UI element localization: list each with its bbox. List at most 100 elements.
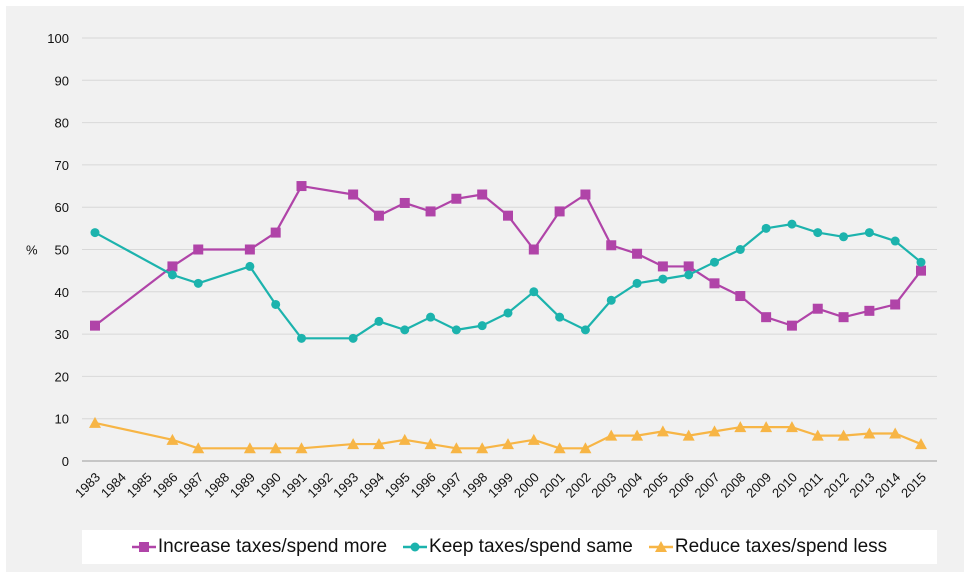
data-point-s0-1997	[451, 193, 462, 204]
data-point-s2-2009	[760, 421, 773, 433]
y-tick-label-10: 10	[55, 412, 69, 427]
x-tick-label-2003: 2003	[588, 470, 619, 501]
data-point-s1-2003	[606, 295, 616, 305]
data-point-s1-1986	[167, 270, 177, 280]
x-tick-label-1999: 1999	[485, 470, 516, 501]
data-point-s2-1997	[450, 442, 463, 454]
data-point-s0-2011	[812, 303, 823, 314]
x-tick-label-1985: 1985	[124, 470, 155, 501]
data-point-s1-2001	[555, 312, 565, 322]
x-tick-label-1987: 1987	[175, 470, 206, 501]
data-point-s0-1989	[244, 244, 255, 255]
x-tick-label-2013: 2013	[846, 470, 877, 501]
legend-label-increase: Increase taxes/spend more	[157, 536, 388, 557]
data-point-s0-1986	[167, 261, 178, 272]
data-point-s2-1998	[476, 442, 489, 454]
y-tick-label-80: 80	[55, 116, 69, 131]
y-tick-label-0: 0	[62, 454, 69, 469]
data-point-s1-1987	[193, 278, 203, 288]
data-point-s1-2013	[864, 228, 874, 238]
data-point-s2-1996	[424, 438, 437, 450]
y-tick-label-90: 90	[55, 73, 69, 88]
data-point-s2-1999	[502, 438, 514, 450]
x-tick-label-2000: 2000	[511, 470, 542, 501]
data-point-s2-1983	[89, 416, 101, 428]
data-point-s1-2011	[813, 228, 823, 238]
x-tick-label-2009: 2009	[743, 470, 774, 501]
x-tick-label-1995: 1995	[382, 470, 413, 501]
data-point-s0-2013	[864, 305, 875, 316]
y-tick-label-60: 60	[55, 200, 69, 215]
data-point-s1-2005	[658, 274, 668, 284]
data-point-s1-2007	[710, 257, 719, 267]
legend-marker-reduce-icon	[648, 541, 673, 552]
data-point-s2-2014	[889, 427, 902, 439]
y-axis-label: %	[26, 243, 38, 258]
x-tick-label-2006: 2006	[666, 470, 697, 501]
chart-card	[6, 6, 964, 572]
data-point-s1-1990	[271, 299, 281, 309]
legend-marker-keep-icon	[403, 542, 428, 552]
data-point-s1-1997	[451, 325, 461, 335]
data-point-s1-2009	[761, 223, 771, 233]
data-point-s1-2014	[890, 236, 900, 246]
data-point-s1-1983	[90, 228, 100, 238]
data-point-s2-2000	[527, 433, 540, 445]
data-point-s2-2008	[734, 421, 747, 433]
data-point-s0-1993	[348, 189, 359, 200]
data-point-s0-2002	[580, 189, 591, 200]
data-point-s0-1990	[270, 227, 281, 238]
y-tick-label-40: 40	[55, 285, 69, 300]
data-point-s1-2012	[839, 232, 849, 242]
data-point-s2-1989	[243, 442, 256, 454]
legend: Increase taxes/spend more Keep taxes/spe…	[82, 530, 937, 564]
x-tick-label-1993: 1993	[330, 470, 361, 501]
data-point-s1-2004	[632, 278, 642, 288]
x-tick-label-1997: 1997	[433, 470, 464, 501]
data-point-s0-2003	[606, 240, 617, 251]
data-point-s2-2013	[863, 427, 876, 439]
data-point-s2-1993	[347, 438, 360, 450]
data-point-s2-1990	[269, 442, 282, 454]
data-point-s2-1987	[192, 442, 205, 454]
x-tick-label-1984: 1984	[98, 470, 129, 501]
x-tick-label-2001: 2001	[537, 470, 568, 501]
y-tick-label-70: 70	[55, 158, 69, 173]
x-tick-label-2015: 2015	[898, 470, 929, 501]
data-point-s1-2006	[684, 270, 694, 280]
x-tick-label-2012: 2012	[821, 470, 852, 501]
data-point-s1-2010	[787, 219, 797, 229]
x-tick-label-1994: 1994	[356, 470, 387, 501]
data-point-s1-1994	[374, 316, 384, 326]
data-point-s0-2004	[632, 248, 643, 259]
legend-label-reduce: Reduce taxes/spend less	[674, 536, 888, 557]
data-point-s1-1989	[245, 261, 255, 271]
data-point-s2-2002	[579, 442, 592, 454]
data-point-s2-2012	[837, 429, 850, 441]
data-point-s2-2011	[811, 429, 824, 441]
x-tick-label-1988: 1988	[201, 470, 232, 501]
data-point-s0-1995	[399, 197, 410, 208]
x-tick-label-1992: 1992	[304, 470, 335, 501]
data-point-s1-2000	[529, 287, 539, 297]
x-tick-label-2008: 2008	[717, 470, 748, 501]
data-point-s0-2000	[528, 244, 539, 255]
data-point-s2-2010	[785, 421, 798, 433]
data-point-s0-2015	[916, 265, 926, 276]
data-point-s2-2015	[915, 438, 927, 450]
data-point-s0-2012	[838, 312, 849, 323]
data-point-s1-1996	[426, 312, 436, 322]
legend-marker-increase-icon	[131, 542, 156, 552]
x-tick-label-1998: 1998	[459, 470, 490, 501]
data-point-s0-2009	[761, 312, 772, 323]
data-point-s0-2007	[709, 278, 720, 289]
x-tick-label-2004: 2004	[614, 470, 645, 501]
data-point-s2-2004	[631, 429, 644, 441]
x-tick-label-1983: 1983	[72, 470, 103, 501]
data-point-s0-1996	[425, 206, 436, 217]
data-point-s2-2006	[682, 429, 695, 441]
data-point-s1-2008	[735, 245, 745, 254]
data-point-s0-2014	[890, 299, 901, 310]
data-point-s0-2005	[657, 261, 668, 272]
